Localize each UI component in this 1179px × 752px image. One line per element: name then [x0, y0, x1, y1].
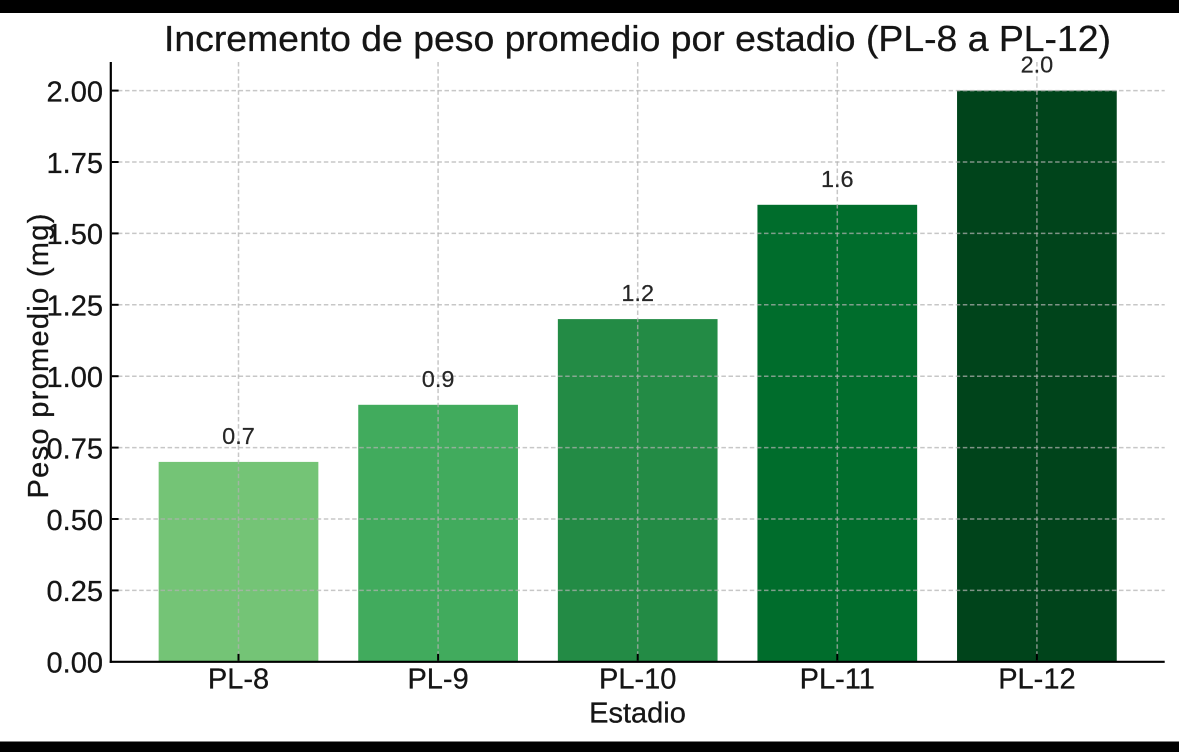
svg-text:Estadio: Estadio: [589, 697, 686, 729]
svg-text:PL-10: PL-10: [599, 664, 676, 696]
svg-text:0.75: 0.75: [47, 433, 103, 465]
svg-text:0.7: 0.7: [222, 423, 255, 449]
svg-text:PL-9: PL-9: [407, 664, 468, 696]
svg-text:1.50: 1.50: [47, 219, 103, 251]
svg-text:PL-12: PL-12: [998, 664, 1075, 696]
svg-text:1.6: 1.6: [821, 166, 854, 192]
svg-text:0.50: 0.50: [47, 505, 103, 537]
svg-text:0.00: 0.00: [47, 648, 103, 680]
svg-text:2.00: 2.00: [47, 76, 103, 108]
svg-text:2.0: 2.0: [1021, 52, 1054, 78]
svg-text:1.2: 1.2: [621, 280, 654, 306]
svg-text:1.00: 1.00: [47, 362, 103, 394]
svg-text:1.75: 1.75: [47, 148, 103, 180]
svg-text:Peso promedio (mg): Peso promedio (mg): [23, 212, 55, 498]
svg-text:0.9: 0.9: [422, 366, 455, 392]
svg-text:PL-8: PL-8: [208, 664, 269, 696]
svg-text:1.25: 1.25: [47, 291, 103, 323]
svg-text:Incremento de peso promedio po: Incremento de peso promedio por estadio …: [164, 18, 1111, 59]
svg-text:PL-11: PL-11: [800, 664, 875, 696]
svg-text:0.25: 0.25: [47, 576, 103, 608]
